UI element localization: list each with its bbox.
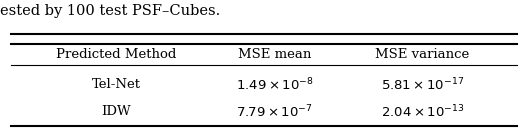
Text: IDW: IDW — [101, 105, 131, 118]
Text: ested by 100 test PSF–Cubes.: ested by 100 test PSF–Cubes. — [0, 4, 220, 18]
Text: Predicted Method: Predicted Method — [56, 48, 176, 61]
Text: Tel-Net: Tel-Net — [92, 78, 140, 91]
Text: MSE mean: MSE mean — [238, 48, 311, 61]
Text: $7.79 \times 10^{-7}$: $7.79 \times 10^{-7}$ — [236, 103, 313, 120]
Text: $5.81 \times 10^{-17}$: $5.81 \times 10^{-17}$ — [381, 76, 464, 93]
Text: MSE variance: MSE variance — [375, 48, 469, 61]
Text: $2.04 \times 10^{-13}$: $2.04 \times 10^{-13}$ — [381, 103, 464, 120]
Text: $1.49 \times 10^{-8}$: $1.49 \times 10^{-8}$ — [235, 76, 314, 93]
